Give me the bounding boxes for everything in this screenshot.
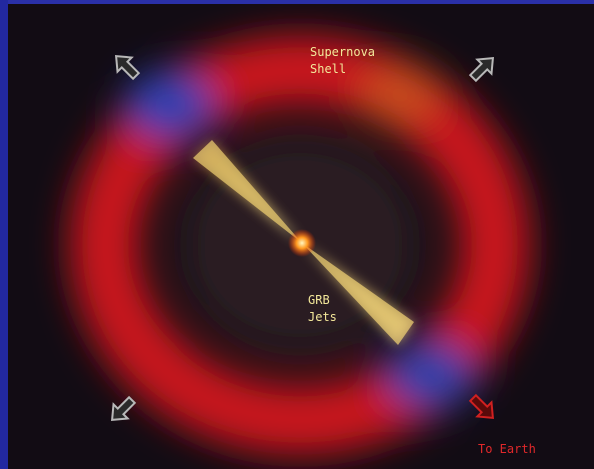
label: To Earth	[478, 442, 536, 456]
arrows	[110, 54, 495, 422]
label: Jets	[308, 310, 337, 324]
frame-left	[0, 0, 8, 469]
label: GRB	[308, 293, 330, 307]
label: Supernova	[310, 45, 375, 59]
frame-top	[0, 0, 594, 4]
label: Shell	[310, 62, 346, 76]
arrow-to-earth	[468, 393, 495, 420]
grb-jets	[193, 140, 414, 345]
arrow	[110, 395, 137, 422]
arrow	[114, 54, 141, 81]
arrow	[468, 56, 495, 83]
